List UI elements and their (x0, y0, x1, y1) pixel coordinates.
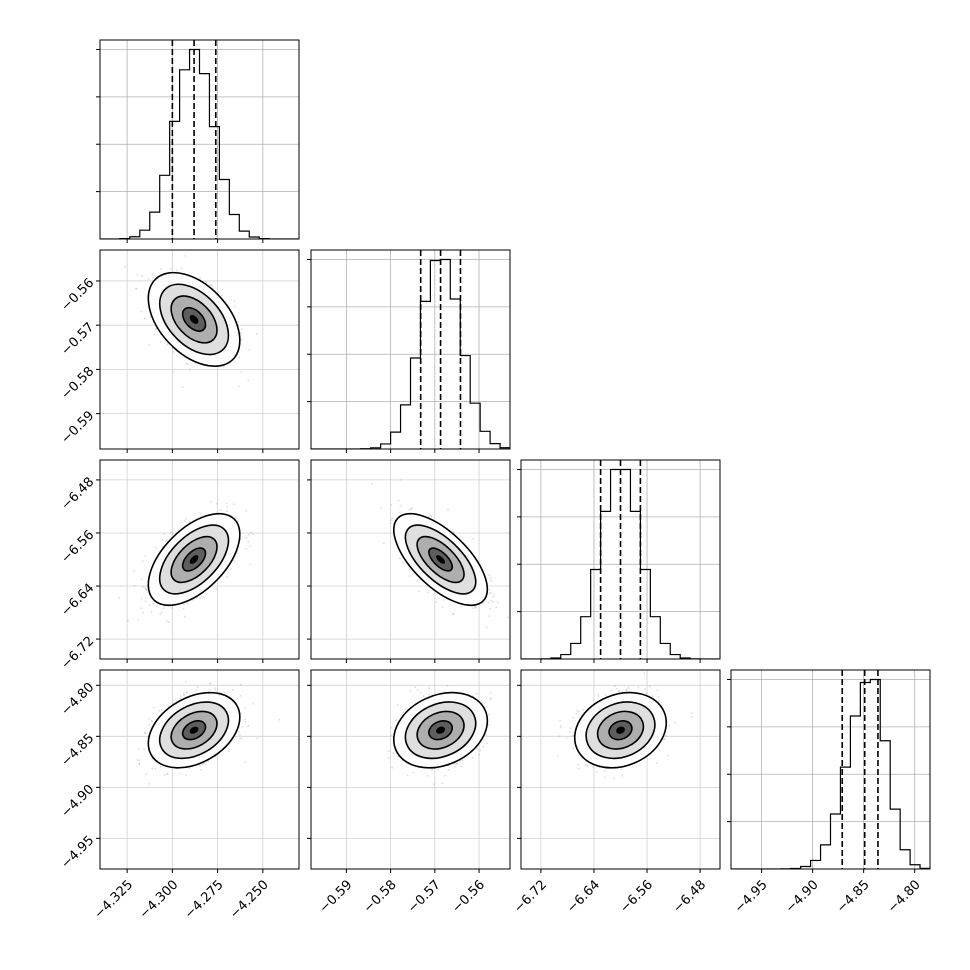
x-tick-label: −4.300 (137, 877, 182, 922)
y-tick-label: −6.56 (59, 528, 98, 567)
x-tick-label: −6.48 (670, 877, 709, 916)
y-tick-label: −6.48 (59, 475, 98, 514)
y-tick-label: −0.58 (59, 364, 98, 403)
x-tick-label: −4.250 (227, 877, 272, 922)
x-tick-label: −4.80 (885, 877, 924, 916)
y-tick-label: −4.90 (59, 782, 98, 821)
panel-frame (99, 669, 300, 870)
x-tick-label: −4.90 (783, 877, 822, 916)
panel-frame (310, 459, 511, 660)
scatter-panel-1-0 (96, 249, 300, 453)
panel-frame (310, 249, 511, 450)
y-tick-label: −4.95 (59, 833, 98, 872)
x-tick-label: −4.275 (182, 877, 227, 922)
histogram-panel-1 (307, 249, 511, 453)
panel-frame (99, 39, 300, 240)
histogram-panel-2 (517, 459, 721, 663)
histogram-panel-3 (727, 669, 931, 873)
density-peak (436, 555, 446, 564)
density-peak (436, 726, 446, 734)
panel-frame (310, 669, 511, 870)
scatter-panel-3-2 (517, 669, 721, 873)
scatter-panel-2-1 (307, 459, 511, 663)
density-peak (616, 726, 625, 734)
panel-frame (99, 459, 300, 660)
x-tick-label: −4.325 (92, 877, 137, 922)
x-tick-label: −6.64 (564, 877, 603, 916)
x-tick-label: −0.59 (317, 877, 356, 916)
panel-frame (520, 459, 721, 660)
density-peak (189, 726, 199, 734)
density-peak (189, 555, 199, 564)
y-tick-label: −0.57 (59, 320, 98, 359)
panel-frame (99, 249, 300, 450)
x-tick-label: −6.56 (617, 877, 656, 916)
y-tick-label: −6.72 (59, 634, 98, 673)
panel-frame (520, 669, 721, 870)
scatter-panel-3-0 (96, 669, 300, 873)
x-tick-label: −0.58 (361, 877, 400, 916)
y-tick-label: −0.56 (59, 276, 98, 315)
x-tick-label: −0.56 (449, 877, 488, 916)
panel-frame (730, 669, 931, 870)
x-tick-label: −4.85 (834, 877, 873, 916)
x-tick-label: −4.95 (732, 877, 771, 916)
y-tick-label: −4.80 (59, 680, 98, 719)
density-peak (189, 314, 199, 324)
y-tick-label: −4.85 (59, 731, 98, 770)
histogram-panel-0 (96, 39, 300, 243)
x-tick-label: −0.57 (405, 877, 444, 916)
x-tick-label: −6.72 (511, 877, 550, 916)
scatter-panel-2-0 (96, 459, 300, 663)
y-tick-label: −0.59 (59, 408, 98, 447)
scatter-panel-3-1 (307, 669, 511, 873)
y-tick-label: −6.64 (59, 581, 98, 620)
